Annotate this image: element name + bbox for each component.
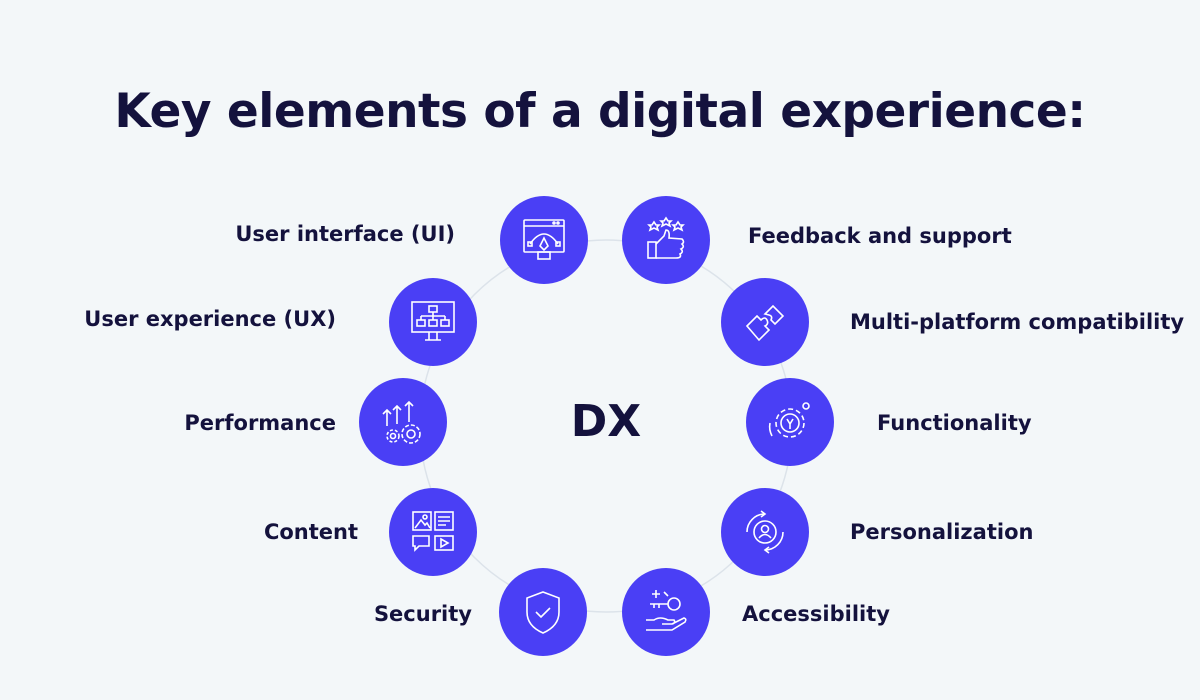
gears-arrows-up-icon [382, 400, 421, 444]
puzzle-pieces-icon [745, 304, 785, 342]
user-cycle-icon [746, 510, 784, 554]
gear-wrench-icon [768, 402, 810, 438]
node-user-interface [500, 196, 588, 284]
node-accessibility [622, 568, 710, 656]
media-content-icon [412, 511, 454, 552]
label-performance: Performance [184, 411, 336, 435]
node-feedback-support [622, 196, 710, 284]
label-security: Security [373, 602, 472, 626]
label-content: Content [263, 520, 358, 544]
page-title: Key elements of a digital experience: [114, 84, 1086, 139]
label-accessibility: Accessibility [742, 602, 890, 626]
node-functionality [746, 378, 834, 466]
design-window-pen-icon [523, 219, 565, 260]
label-user-interface: User interface (UI) [235, 222, 455, 246]
label-personalization: Personalization [850, 520, 1034, 544]
node-multi-platform [721, 278, 809, 366]
center-label: DX [570, 396, 642, 447]
label-multi-platform: Multi-platform compatibility [850, 310, 1185, 334]
node-security [499, 568, 587, 656]
hand-key-icon [646, 590, 687, 631]
thumbs-up-stars-icon [647, 216, 685, 259]
label-functionality: Functionality [877, 411, 1032, 435]
label-user-experience: User experience (UX) [84, 307, 336, 331]
node-user-experience [389, 278, 477, 366]
monitor-sitemap-icon [411, 301, 455, 341]
label-feedback-support: Feedback and support [748, 224, 1012, 248]
node-performance [359, 378, 447, 466]
node-personalization [721, 488, 809, 576]
node-content [389, 488, 477, 576]
shield-check-icon [526, 591, 560, 634]
